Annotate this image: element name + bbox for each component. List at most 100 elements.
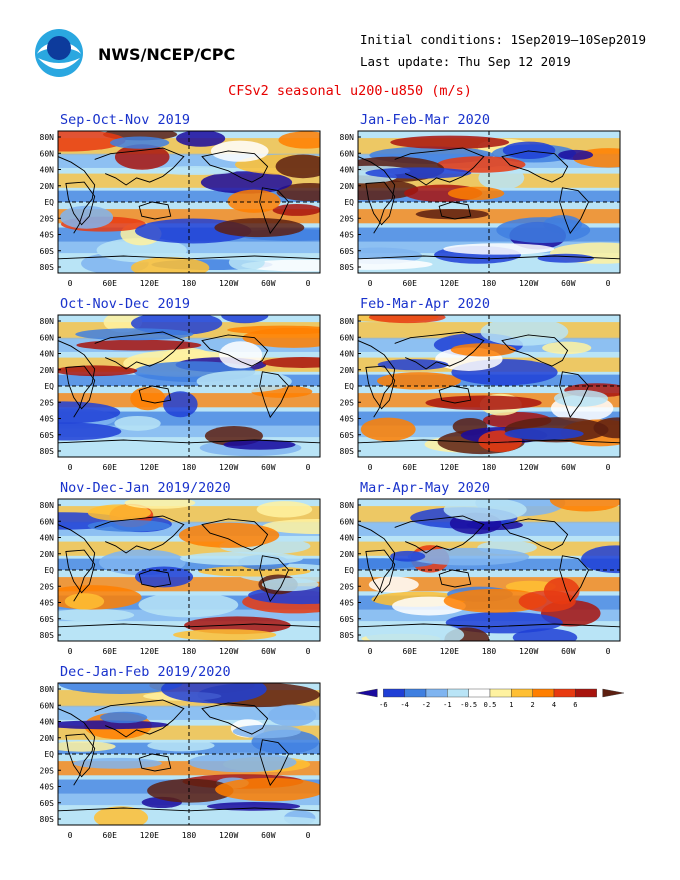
field-anomaly [268,704,317,727]
lat-tick-label: 40N [40,350,55,359]
colorbar-segment [383,688,405,698]
field-anomaly [537,253,595,263]
field-anomaly [262,356,320,368]
field-band [58,425,320,438]
field-anomaly [58,683,183,694]
colorbar-label: -1 [443,701,451,709]
lat-tick-label: 40N [40,534,55,543]
lat-tick-label: 20N [340,182,355,191]
coastline [65,549,96,594]
lat-tick-label: 60N [340,517,355,526]
field-anomaly [100,711,148,724]
field-anomaly [496,217,591,243]
panel-jfm: Jan-Feb-Mar 2020 80N 60N 40N 20N EQ 20S 40S 60S 8… [330,112,632,291]
field-anomaly [210,140,269,162]
lon-tick-label: 120E [140,647,159,656]
lat-tick-label: 20S [40,582,55,591]
lat-tick-label: 80S [40,447,55,456]
lat-tick-label: 80S [340,263,355,272]
field-anomaly [215,777,320,802]
field-anomaly [502,141,556,160]
lon-tick-label: 120W [219,831,238,840]
field-anomaly [256,501,313,518]
coastline [94,331,185,370]
lat-tick-label: 40N [340,166,355,175]
coastline [94,147,185,186]
field-anomaly [58,720,169,730]
panel-fma: Feb-Mar-Apr 2020 80N 60N 40N 20N EQ 20S 40S 60S 8… [330,296,632,475]
lat-tick-label: EQ [344,198,354,207]
lat-tick-label: 60S [40,431,55,440]
lon-tick-label: 60E [402,279,417,288]
lon-tick-label: 60W [561,647,576,656]
lat-tick-label: 40S [340,415,355,424]
panel-title: Oct-Nov-Dec 2019 [60,296,191,312]
coastline [259,739,290,787]
coastline [65,733,96,778]
lat-tick-label: 20S [340,214,355,223]
colorbar-label: -6 [379,701,387,709]
field-anomaly [131,257,210,273]
lon-tick-label: 120E [440,279,459,288]
lat-tick-label: 80S [340,631,355,640]
panel-mam: Mar-Apr-May 2020 80N 60N 40N 20N EQ 20S 40S 60S 8… [330,480,632,659]
field-anomaly [200,171,293,194]
field-anomaly [275,154,320,179]
lat-tick-label: EQ [344,382,354,391]
lon-tick-label: 120E [440,647,459,656]
field-anomaly [228,254,265,271]
lat-tick-label: 60S [340,615,355,624]
field-anomaly [542,341,592,355]
lat-tick-label: 40S [340,231,355,240]
coastline [365,549,396,594]
coastline [65,181,96,226]
field-anomaly [58,608,135,622]
coastline [559,371,590,419]
lon-tick-label: 60W [261,647,276,656]
panel-title: Jan-Feb-Mar 2020 [360,112,491,128]
field-band [58,241,320,254]
lon-tick-label: 60W [561,279,576,288]
panel-title: Nov-Dec-Jan 2019/2020 [60,480,231,496]
field-anomaly [407,547,530,566]
lon-tick-label: 120W [219,463,238,472]
lon-tick-label: 120W [519,279,538,288]
field-anomaly [365,621,465,641]
field-anomaly [196,370,292,393]
field-anomaly [152,166,238,176]
lat-tick-label: EQ [44,382,54,391]
lon-tick-label: 60E [402,647,417,656]
colorbar-label: 0.5 [484,701,497,709]
field-anomaly [198,566,311,577]
initial-conditions: Initial conditions: 1Sep2019–10Sep2019 [360,32,646,47]
lat-tick-label: 60S [340,431,355,440]
lon-tick-label: 60W [261,463,276,472]
lon-tick-label: 0 [306,279,311,288]
field-anomaly [223,439,296,450]
field-anomaly [76,339,202,351]
lat-tick-label: 80N [340,317,355,326]
panel-title: Mar-Apr-May 2020 [360,480,491,496]
lat-tick-label: 20N [40,182,55,191]
lon-tick-label: 120W [519,647,538,656]
field-anomaly [377,372,461,390]
field-anomaly [504,427,584,440]
lat-tick-label: 20N [340,550,355,559]
coastline [501,518,569,551]
field-anomaly [443,588,547,613]
panel-ond: Oct-Nov-Dec 2019 80N 60N 40N 20N EQ 20S 40S 60S 8… [30,296,332,475]
field-anomaly [512,628,578,641]
colorbar: -6 -4 -2 -1 -0.5 0.5 1 2 4 6 [350,688,630,720]
field-anomaly [553,389,609,407]
field-anomaly [223,816,320,825]
lon-tick-label: 0 [306,463,311,472]
lat-tick-label: 40N [40,718,55,727]
field-anomaly [110,136,170,149]
field-anomaly [365,167,472,179]
lon-tick-label: 120E [440,463,459,472]
lat-tick-label: EQ [44,198,54,207]
field-anomaly [390,135,510,149]
coastline [259,555,290,603]
lon-tick-label: 0 [606,279,611,288]
lat-tick-label: 20S [40,766,55,775]
